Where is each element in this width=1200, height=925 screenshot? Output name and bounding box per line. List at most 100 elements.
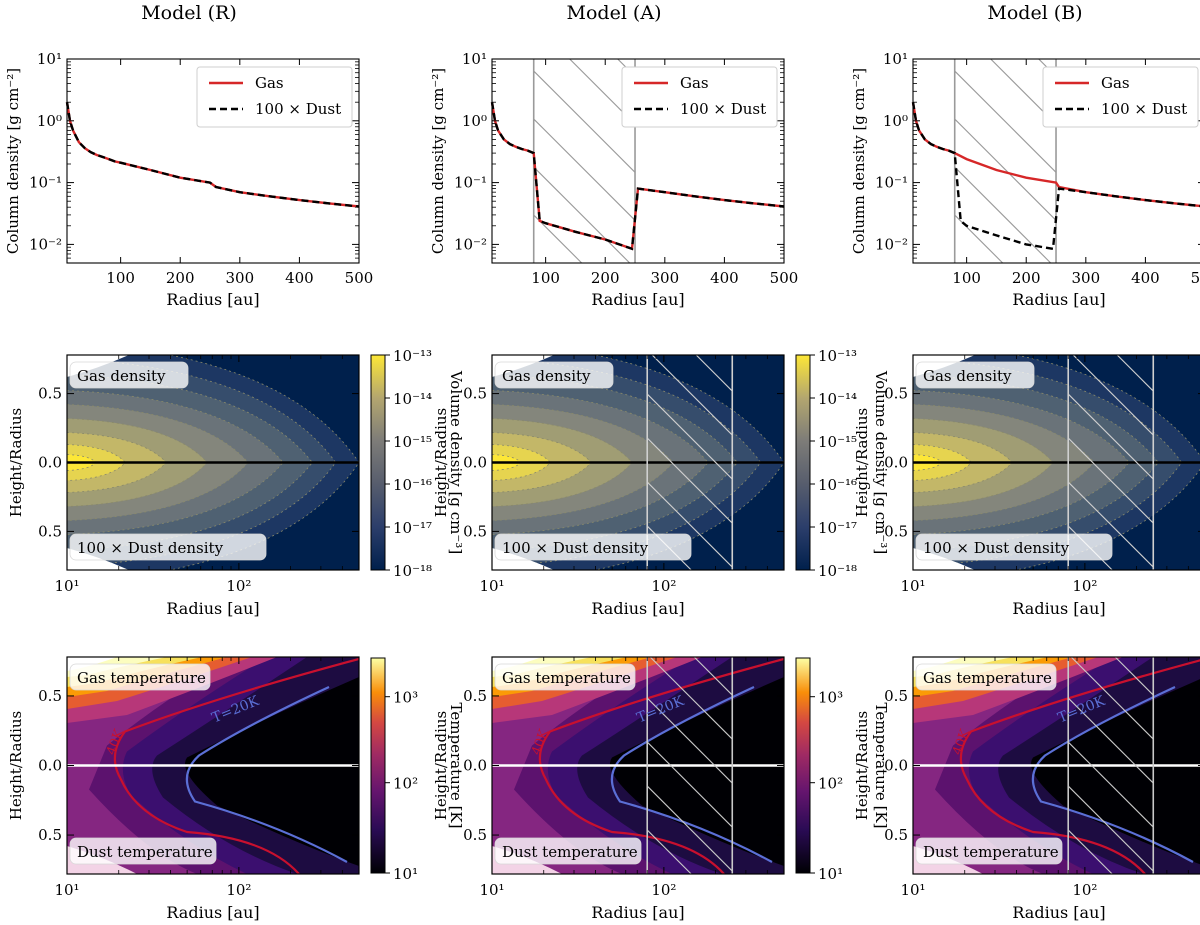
y-tick-label: 10⁻²	[875, 235, 908, 253]
y-tick-label: 0.5	[463, 385, 487, 403]
gas-density-label: Gas density	[923, 367, 1012, 385]
gas-density-label-box	[69, 361, 189, 389]
density-colorbar-tick-label: 10⁻¹³	[818, 347, 857, 365]
gap-hatch-line	[647, 829, 692, 874]
density-colorbar-label: Volume density [g cm⁻³]	[872, 370, 890, 554]
contour-40k	[113, 657, 359, 874]
x-tick-label: 400	[1131, 269, 1160, 287]
dust-line	[65, 102, 360, 208]
x-tick-label: 500	[1191, 269, 1200, 287]
gas-density-label-box	[915, 361, 1035, 389]
dust-temperature-label-box	[69, 837, 217, 865]
x-axis-label: Radius [au]	[166, 903, 259, 922]
gap-hatch-line	[647, 697, 733, 784]
gap-hatch-line	[1114, 657, 1154, 696]
x-axis-label: Radius [au]	[591, 903, 684, 922]
density-colorbar-tick-label: 10⁻¹⁶	[818, 476, 857, 494]
x-tick-label: 10²	[226, 881, 251, 899]
y-tick-label: 0.5	[884, 826, 908, 844]
axes-frame-top	[491, 656, 785, 875]
column-density-panel-b: 100 200 300 400 500 10⁻² 10⁻¹ 10⁰ 10¹ Radius [au]…	[850, 50, 1200, 309]
density-colorbar	[370, 354, 386, 571]
gas-temperature-label: Gas temperature	[77, 669, 206, 687]
legend-dust-label: 100 × Dust	[255, 100, 341, 118]
y-tick-label: 0.5	[38, 687, 62, 705]
y-tick-label: 10¹	[883, 50, 908, 68]
gap-hatch-line	[533, 118, 636, 222]
x-tick-label: 10²	[651, 881, 676, 899]
gap-hatch-line	[990, 59, 1057, 126]
y-tick-label: 0.0	[38, 757, 62, 775]
gas-density-label: Gas density	[77, 367, 166, 385]
gap-hatch-line	[647, 741, 733, 828]
gap-hatch-line	[533, 166, 631, 263]
gap-hatch-line	[1068, 437, 1154, 524]
x-tick-label: 500	[345, 269, 374, 287]
x-axis-label: Radius [au]	[166, 290, 259, 309]
density-colorbar-tick-label: 10⁻¹⁵	[393, 433, 432, 451]
temperature-colorbar-label: Temperature [K]	[872, 703, 890, 829]
y-tick-label: 10⁻¹	[454, 174, 487, 192]
y-tick-label: 0.0	[884, 454, 908, 472]
contour-40k	[538, 657, 784, 874]
y-tick-label: 10⁻¹	[29, 174, 62, 192]
y-tick-label: 10⁰	[883, 112, 908, 130]
gas-temperature-label-box	[494, 663, 636, 691]
gap-hatch-line	[1068, 741, 1154, 828]
column-density-panel-r: 100 200 300 400 500 10⁻² 10⁻¹ 10⁰ 10¹ Radius [au]…	[4, 50, 373, 309]
temperature-colorbar-tick-label: 10³	[818, 689, 843, 707]
x-tick-label: 10¹	[479, 577, 504, 595]
temperature-colorbar-tick-label: 10²	[818, 775, 843, 793]
temperature-colorbar-tick-label: 10¹	[393, 865, 418, 883]
legend-gas-label: Gas	[680, 74, 709, 92]
axes-frame	[912, 58, 1200, 264]
volume-density-panel-r: 10¹ 10² 0.5 0.0 0.5 Radius [au] Height/Radius G…	[7, 347, 465, 618]
gap-hatch-line	[1068, 393, 1154, 480]
x-tick-label: 500	[770, 269, 799, 287]
density-colorbar-tick-label: 10⁻¹⁸	[393, 562, 432, 580]
gap-hatch-line	[954, 166, 1052, 263]
axes-frame-top	[912, 354, 1200, 571]
y-axis-label: Column density [g cm⁻²]	[4, 68, 22, 254]
gas-temperature-label: Gas temperature	[923, 669, 1052, 687]
y-tick-label: 0.0	[38, 454, 62, 472]
x-tick-label: 10²	[651, 577, 676, 595]
x-tick-label: 10¹	[54, 577, 79, 595]
y-tick-label: 10¹	[462, 50, 487, 68]
legend-gas-label: Gas	[255, 74, 284, 92]
dust-density-label: 100 × Dust density	[77, 539, 224, 557]
y-axis-label: Height/Radius	[432, 711, 450, 820]
density-colorbar-tick-label: 10⁻¹⁷	[818, 519, 857, 537]
gas-temperature-label-box	[69, 663, 211, 691]
axes-frame-top	[491, 354, 785, 571]
x-tick-label: 300	[225, 269, 254, 287]
y-tick-label: 0.5	[884, 385, 908, 403]
legend-gas-label: Gas	[1101, 74, 1130, 92]
y-axis-label: Height/Radius	[432, 408, 450, 517]
density-colorbar-tick-label: 10⁻¹⁶	[393, 476, 432, 494]
x-tick-label: 10²	[1072, 881, 1097, 899]
temperature-colorbar-tick-label: 10³	[393, 689, 418, 707]
y-tick-label: 0.5	[38, 826, 62, 844]
gap-hatch-line	[1068, 697, 1154, 784]
x-axis-label: Radius [au]	[591, 290, 684, 309]
y-axis-label: Column density [g cm⁻²]	[850, 68, 868, 254]
gap-hatch-line	[954, 214, 1004, 263]
contour-20k	[185, 686, 348, 863]
x-tick-label: 300	[1071, 269, 1100, 287]
gap-hatch-line	[647, 785, 733, 872]
gap-hatch-line	[954, 118, 1057, 222]
dust-density-label-box	[494, 533, 692, 561]
dust-line	[490, 102, 785, 251]
gap-hatch-line	[649, 657, 733, 740]
x-tick-label: 100	[952, 269, 981, 287]
gap-hatch-line	[533, 70, 636, 174]
dust-density-label: 100 × Dust density	[923, 539, 1070, 557]
dust-temperature-label: Dust temperature	[502, 843, 638, 861]
y-axis-label: Height/Radius	[7, 711, 25, 820]
gap-hatch-line	[1068, 785, 1154, 872]
x-tick-label: 10¹	[900, 881, 925, 899]
